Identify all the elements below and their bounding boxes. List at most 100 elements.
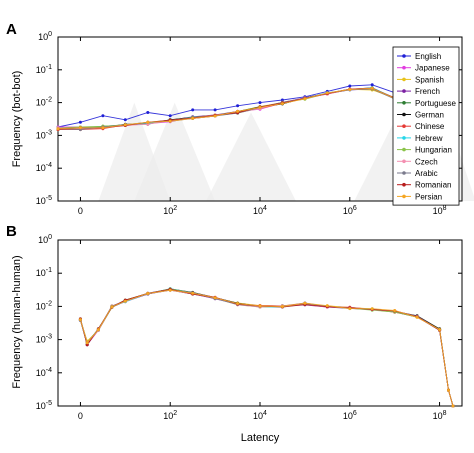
y-tick-label: 10-1 — [36, 267, 52, 278]
series-line-persian — [57, 87, 440, 130]
legend-entry-czech: Czech — [415, 157, 438, 166]
data-point-persian — [393, 309, 397, 312]
series-line-arabic — [79, 289, 454, 407]
data-point-persian — [348, 88, 352, 91]
data-point-persian — [191, 116, 195, 120]
panel-b: 100 10-1 10-2 10-3 10-4 10-5 0 102 104 106 108 — [36, 234, 463, 421]
x-tick-label: 102 — [163, 410, 177, 421]
panel-a-letter: A — [6, 21, 17, 38]
data-point-english — [258, 101, 262, 105]
series-line-czech — [79, 289, 454, 407]
legend-swatch-marker — [402, 89, 406, 93]
legend-entry-hungarian: Hungarian — [415, 146, 452, 155]
series-line-french — [79, 289, 454, 407]
legend-swatch-marker — [402, 77, 406, 82]
x-axis-label: Latency — [241, 432, 280, 444]
data-point-english — [78, 120, 82, 124]
legend-entry-portuguese: Portuguese — [415, 99, 456, 108]
data-point-persian — [258, 304, 262, 308]
legend-swatch-marker — [402, 171, 406, 175]
data-point-persian — [56, 127, 60, 131]
legend-swatch-marker — [402, 101, 406, 105]
data-point-persian — [213, 296, 217, 300]
data-point-english — [236, 104, 240, 108]
legend-entry-spanish: Spanish — [415, 75, 444, 84]
y-tick-label: 10-2 — [36, 97, 52, 108]
data-point-persian — [123, 299, 127, 303]
y-tick-label: 10-5 — [36, 195, 52, 206]
series-line-english — [57, 84, 440, 128]
x-tick-label: 106 — [343, 205, 357, 216]
data-point-persian — [280, 102, 284, 106]
data-point-persian — [96, 328, 100, 332]
data-point-persian — [101, 126, 105, 130]
data-point-persian — [110, 305, 114, 309]
legend-entry-arabic: Arabic — [415, 169, 438, 178]
x-tick-label: 102 — [163, 205, 177, 216]
data-point-persian — [348, 307, 352, 311]
x-tick-label: 0 — [78, 206, 83, 216]
legend-entry-french: French — [415, 87, 440, 96]
data-point-persian — [447, 388, 450, 392]
data-point-persian — [236, 302, 240, 305]
data-point-persian — [78, 126, 82, 130]
legend-swatch-marker — [402, 124, 406, 128]
y-tick-label: 10-1 — [36, 64, 52, 75]
legend-swatch-marker — [402, 194, 406, 199]
x-tick-label: 108 — [433, 205, 447, 216]
data-point-persian — [415, 315, 419, 319]
legend-entry-persian: Persian — [415, 192, 442, 201]
data-point-english — [348, 84, 352, 88]
data-point-persian — [236, 109, 240, 113]
series-line-romanian — [79, 288, 454, 407]
data-point-persian — [123, 123, 127, 127]
data-point-persian — [191, 291, 195, 295]
panel-b-letter: B — [6, 223, 17, 240]
background-bump-shape — [206, 112, 296, 201]
data-point-persian — [213, 114, 217, 118]
data-point-persian — [303, 97, 307, 101]
x-tick-label: 104 — [253, 410, 267, 421]
data-point-english — [370, 83, 374, 87]
x-tick-label: 104 — [253, 205, 267, 216]
legend-entry-german: German — [415, 111, 444, 120]
data-point-persian — [370, 86, 374, 90]
legend-swatch-marker — [402, 54, 406, 58]
y-tick-label: 10-4 — [36, 367, 52, 378]
y-tick-label: 100 — [38, 31, 52, 42]
data-point-persian — [146, 120, 150, 124]
legend-swatch-marker — [402, 147, 406, 152]
legend-entry-romanian: Romanian — [415, 181, 451, 190]
legend-swatch-marker — [402, 159, 406, 164]
y-tick-label: 100 — [38, 234, 52, 245]
x-tick-label: 108 — [433, 410, 447, 421]
legend-entry-japanese: Japanese — [415, 64, 450, 73]
panel-b-y-axis-label: Frequency (human-human) — [11, 255, 23, 388]
data-point-english — [101, 114, 105, 118]
y-tick-label: 10-4 — [36, 162, 52, 173]
legend-swatch-marker — [402, 136, 406, 140]
data-point-english — [146, 111, 150, 114]
panel-a: 100 10-1 10-2 10-3 10-4 10-5 0 102 104 106 108 Engl… — [36, 31, 474, 216]
data-point-persian — [168, 288, 172, 292]
data-point-persian — [438, 328, 442, 332]
x-tick-label: 0 — [78, 411, 83, 421]
data-point-persian — [370, 307, 374, 311]
legend-swatch-marker — [402, 182, 406, 187]
y-tick-label: 10-3 — [36, 334, 52, 345]
data-point-persian — [451, 404, 455, 408]
data-point-persian — [146, 292, 150, 295]
plot-frame — [57, 239, 463, 407]
series-line-persian — [79, 289, 454, 407]
panel-a-y-axis-label: Frequency (bot-bot) — [11, 71, 23, 168]
data-point-persian — [78, 318, 82, 322]
legend-swatch-marker — [402, 112, 406, 117]
data-point-persian — [280, 305, 284, 308]
data-point-english — [280, 98, 284, 102]
data-point-persian — [325, 91, 329, 95]
y-tick-label: 10-2 — [36, 300, 52, 311]
data-point-persian — [168, 119, 172, 123]
legend-entry-chinese: Chinese — [415, 122, 445, 131]
data-point-persian — [303, 301, 307, 305]
